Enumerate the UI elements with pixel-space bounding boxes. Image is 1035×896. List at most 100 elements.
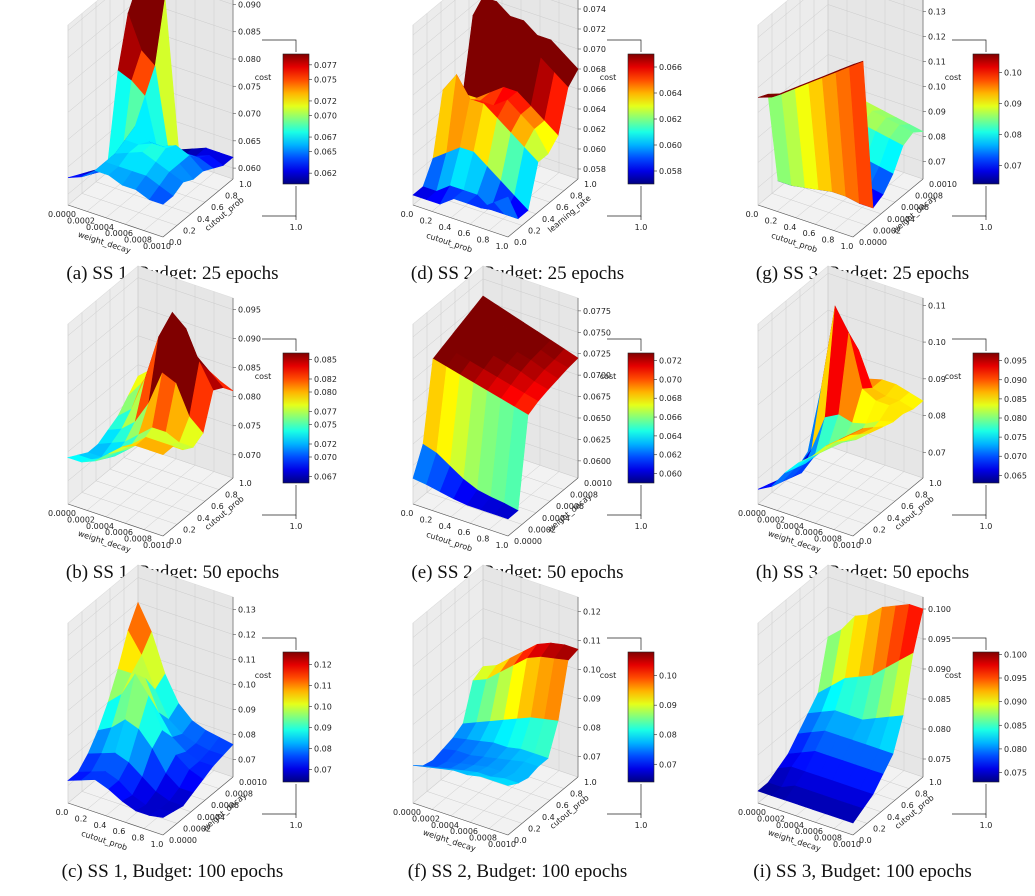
surface-patch bbox=[839, 428, 864, 440]
y-tick-label: 0.6 bbox=[556, 203, 569, 212]
x-tick-label: 0.6 bbox=[113, 827, 126, 836]
colorbar-tick-label: 0.12 bbox=[314, 661, 332, 670]
y-tick-label: 0.2 bbox=[873, 525, 886, 534]
x-tick-label: 0.0006 bbox=[795, 827, 823, 836]
y-tick-label: 0.0000 bbox=[859, 238, 887, 247]
x-tick-label: 0.4 bbox=[439, 522, 452, 531]
colorbar-extra-label: 1.0 bbox=[290, 821, 303, 830]
colorbar-tick-label: 0.077 bbox=[314, 408, 337, 417]
z-axis-label: cost bbox=[600, 73, 617, 82]
panel-ss1-25: 0.0000 0.0002 0.0004 0.0006 0.0008 0.0010 weig… bbox=[0, 0, 345, 298]
z-axis-label: cost bbox=[255, 372, 272, 381]
y-tick-label: 0.0008 bbox=[225, 790, 253, 799]
y-tick-label: 0.6 bbox=[211, 203, 224, 212]
y-tick-label: 0.6 bbox=[211, 502, 224, 511]
z-tick-label: 0.10 bbox=[238, 681, 256, 690]
colorbar-bar bbox=[282, 651, 310, 783]
z-tick-label: 0.09 bbox=[928, 108, 946, 117]
y-tick-label: 0.0 bbox=[859, 836, 872, 845]
surface-patch bbox=[148, 809, 174, 818]
grid-line bbox=[123, 277, 220, 490]
z-tick-label: 0.11 bbox=[583, 637, 601, 646]
x-tick-label: 0.6 bbox=[803, 229, 816, 238]
colorbar-tick-label: 0.062 bbox=[314, 169, 337, 178]
surface bbox=[757, 305, 924, 490]
y-tick-label: 0.8 bbox=[570, 192, 583, 201]
z-tick-label: 0.07 bbox=[928, 448, 946, 457]
y-tick-label: 0.2 bbox=[183, 525, 196, 534]
z-tick-label: 0.090 bbox=[238, 0, 261, 9]
colorbar-tick-label: 0.066 bbox=[659, 413, 682, 422]
x-tick-label: 0.0006 bbox=[105, 528, 133, 537]
grid-line bbox=[771, 13, 868, 226]
grid-line bbox=[67, 335, 234, 394]
y-tick-label: 0.0006 bbox=[556, 502, 584, 511]
colorbar-tick-label: 0.067 bbox=[314, 473, 337, 482]
surface-patch bbox=[493, 778, 520, 786]
z-tick-label: 0.0625 bbox=[583, 435, 611, 444]
colorbar-tick-label: 0.10 bbox=[659, 672, 677, 681]
y-axis-line bbox=[162, 776, 234, 836]
x-tick-label: 0.0000 bbox=[738, 509, 766, 518]
colorbar-tick-label: 0.07 bbox=[314, 765, 332, 774]
y-tick-label: 1.0 bbox=[584, 180, 597, 189]
x-axis-line bbox=[67, 503, 164, 537]
colorbar-tick-label: 0.072 bbox=[314, 440, 337, 449]
colorbar-tick-label: 0.085 bbox=[314, 356, 337, 365]
panel-ss1-100: 0.0 0.2 0.4 0.6 0.8 1.0 cutout_prob 0.0000 0.000… bbox=[0, 564, 345, 896]
x-tick-label: 0.0010 bbox=[833, 840, 861, 849]
colorbar-tick-label: 0.064 bbox=[659, 89, 682, 98]
colorbar-frame-bottom bbox=[262, 784, 297, 815]
grid-line bbox=[67, 0, 234, 58]
x-tick-label: 0.0002 bbox=[757, 814, 785, 823]
z-axis-label: cost bbox=[945, 671, 962, 680]
surface-plot-ss3-100: 0.00000.00020.00040.00060.00080.0010weig… bbox=[738, 564, 1027, 853]
x-axis-line bbox=[67, 204, 164, 238]
colorbar: 0.060 0.062 0.064 0.066 0.068 0.070 0.072 1.0 bbox=[607, 338, 682, 531]
colorbar-frame-top bbox=[262, 338, 297, 351]
z-tick-label: 0.090 bbox=[238, 335, 261, 344]
caption-ss1-100: (c) SS 1, Budget: 100 epochs bbox=[61, 861, 284, 882]
surface-plot-ss3-50: 0.00000.00020.00040.00060.00080.0010weig… bbox=[738, 265, 1027, 554]
z-tick-label: 0.0775 bbox=[583, 307, 611, 316]
z-tick-label: 0.066 bbox=[583, 85, 606, 94]
colorbar-tick-label: 0.065 bbox=[1004, 471, 1027, 480]
grid-line bbox=[81, 312, 178, 525]
colorbar-tick-label: 0.085 bbox=[1004, 395, 1027, 404]
x-tick-label: 0.0008 bbox=[124, 535, 152, 544]
z-tick-label: 0.072 bbox=[583, 25, 606, 34]
x-tick-label: 0.0002 bbox=[412, 814, 440, 823]
z-tick-label: 0.070 bbox=[238, 451, 261, 460]
colorbar-tick-label: 0.10 bbox=[314, 703, 332, 712]
x-tick-label: 0.0 bbox=[746, 210, 759, 219]
surface bbox=[67, 601, 234, 818]
y-tick-label: 0.8 bbox=[570, 790, 583, 799]
grid-line bbox=[67, 577, 234, 636]
z-tick-label: 0.070 bbox=[238, 110, 261, 119]
z-tick-label: 0.080 bbox=[928, 725, 951, 734]
y-tick-label: 0.0010 bbox=[929, 180, 957, 189]
colorbar: 0.07 0.08 0.09 0.10 0.11 0.12 1.0 bbox=[262, 637, 332, 830]
z-tick-label: 0.070 bbox=[583, 45, 606, 54]
colorbar-tick-label: 0.065 bbox=[314, 148, 337, 157]
colorbar-tick-label: 0.060 bbox=[659, 470, 682, 479]
x-tick-label: 0.4 bbox=[439, 223, 452, 232]
x-tick-label: 0.0010 bbox=[833, 541, 861, 550]
grid-line bbox=[412, 278, 579, 338]
x-tick-label: 0.0008 bbox=[814, 535, 842, 544]
colorbar-tick-label: 0.068 bbox=[659, 394, 682, 403]
x-tick-label: 0.6 bbox=[458, 229, 471, 238]
colorbar-tick-label: 0.062 bbox=[659, 451, 682, 460]
z-tick-label: 0.0750 bbox=[583, 328, 611, 337]
y-tick-label: 1.0 bbox=[929, 778, 942, 787]
colorbar-tick-label: 0.064 bbox=[659, 432, 682, 441]
x-tick-label: 0.0010 bbox=[143, 541, 171, 550]
y-tick-label: 0.0 bbox=[859, 537, 872, 546]
x-axis-line bbox=[412, 503, 509, 537]
colorbar-extra-label: 1.0 bbox=[290, 223, 303, 232]
grid-line bbox=[412, 579, 579, 638]
z-tick-label: 0.13 bbox=[928, 8, 946, 17]
x-tick-label: 0.2 bbox=[765, 216, 778, 225]
